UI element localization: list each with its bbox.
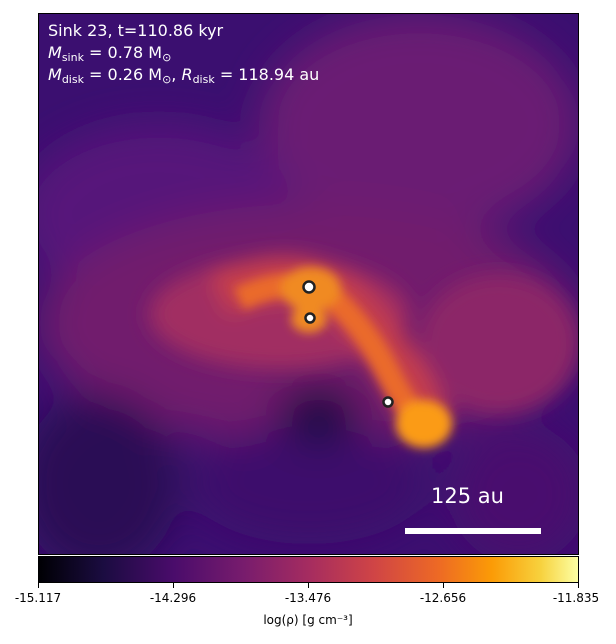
sink-time-label: Sink 23, t=110.86 kyr xyxy=(48,21,224,40)
msink-symbol: M xyxy=(48,43,62,62)
mdisk-sub: disk xyxy=(61,73,84,86)
rdisk-value: = 118.94 au xyxy=(219,65,320,84)
sink-b-marker xyxy=(304,312,316,324)
density-field xyxy=(39,14,578,554)
colorbar-tick-label: -14.296 xyxy=(149,591,197,605)
scale-bar-label: 125 au xyxy=(431,484,504,508)
sink-mass-label: Msink = 0.78 M⊙ xyxy=(48,42,171,68)
sink-markers xyxy=(302,280,394,408)
colorbar xyxy=(38,556,579,583)
rdisk-sub: disk xyxy=(192,73,215,86)
scale-bar xyxy=(405,528,541,534)
rdisk-symbol: R xyxy=(181,65,193,84)
colorbar-tick-label: -12.656 xyxy=(419,591,467,605)
mdisk-unit-sub: ⊙ xyxy=(162,73,172,86)
colorbar-label: log(ρ) [g cm⁻³] xyxy=(263,613,353,627)
colorbar-tick-mark xyxy=(173,583,174,588)
colorbar-tick-mark xyxy=(578,583,579,588)
sink-c-marker xyxy=(382,396,394,408)
colorbar-tick-mark xyxy=(308,583,309,588)
mdisk-symbol: M xyxy=(48,65,62,84)
colorbar-tick-label: -13.476 xyxy=(284,591,332,605)
mdisk-value: = 0.26 M xyxy=(89,65,163,84)
density-map: Sink 23, t=110.86 kyr Msink = 0.78 M⊙ Md… xyxy=(38,13,579,555)
msink-unit-sub: ⊙ xyxy=(162,51,172,64)
sink-a-marker xyxy=(302,280,316,294)
colorbar-tick-label: -11.835 xyxy=(552,591,600,605)
colorbar-tick-mark xyxy=(38,583,39,588)
colorbar-tick-label: -15.117 xyxy=(14,591,62,605)
msink-value: = 0.78 M xyxy=(89,43,163,62)
msink-sub: sink xyxy=(61,51,84,64)
colorbar-tick-mark xyxy=(443,583,444,588)
disk-props-label: Mdisk = 0.26 M⊙, Rdisk = 118.94 au xyxy=(48,65,320,86)
